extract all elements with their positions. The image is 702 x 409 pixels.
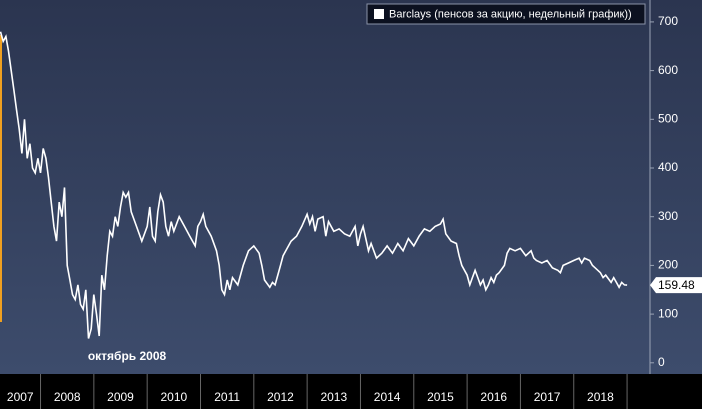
y-tick-label: 200 xyxy=(658,258,678,272)
x-tick-label: 2008 xyxy=(54,390,81,404)
x-tick-label: 2015 xyxy=(427,390,454,404)
legend-label: Barclays (пенсов за акцию, недельный гра… xyxy=(389,8,632,20)
y-tick-label: 400 xyxy=(658,160,678,174)
price-line xyxy=(0,31,628,339)
x-tick-label: 2018 xyxy=(587,390,614,404)
last-value-pointer xyxy=(650,277,702,294)
x-tick-label: 2011 xyxy=(214,390,240,404)
y-tick-label: 0 xyxy=(658,355,665,369)
x-tick-label: 2010 xyxy=(160,390,187,404)
y-tick-label: 500 xyxy=(658,111,678,125)
x-tick-label: 2013 xyxy=(320,390,347,404)
x-axis-band xyxy=(0,374,702,409)
legend-box xyxy=(366,3,646,25)
last-value-label: 159.48 xyxy=(658,278,695,292)
x-tick-label: 2009 xyxy=(107,390,134,404)
x-tick-label: 2016 xyxy=(480,390,507,404)
annotation: октябрь 2008 xyxy=(88,349,167,363)
legend: Barclays (пенсов за акцию, недельный гра… xyxy=(366,3,646,25)
x-tick-label: 2007 xyxy=(7,390,34,404)
x-tick-label: 2017 xyxy=(534,390,561,404)
y-tick-label: 600 xyxy=(658,63,678,77)
x-tick-label: 2012 xyxy=(267,390,294,404)
y-tick-label: 700 xyxy=(658,14,678,28)
legend-swatch xyxy=(374,9,384,19)
plot-background xyxy=(0,0,702,374)
y-tick-label: 100 xyxy=(658,306,678,320)
x-tick-label: 2014 xyxy=(374,390,401,404)
y-tick-label: 300 xyxy=(658,209,678,223)
